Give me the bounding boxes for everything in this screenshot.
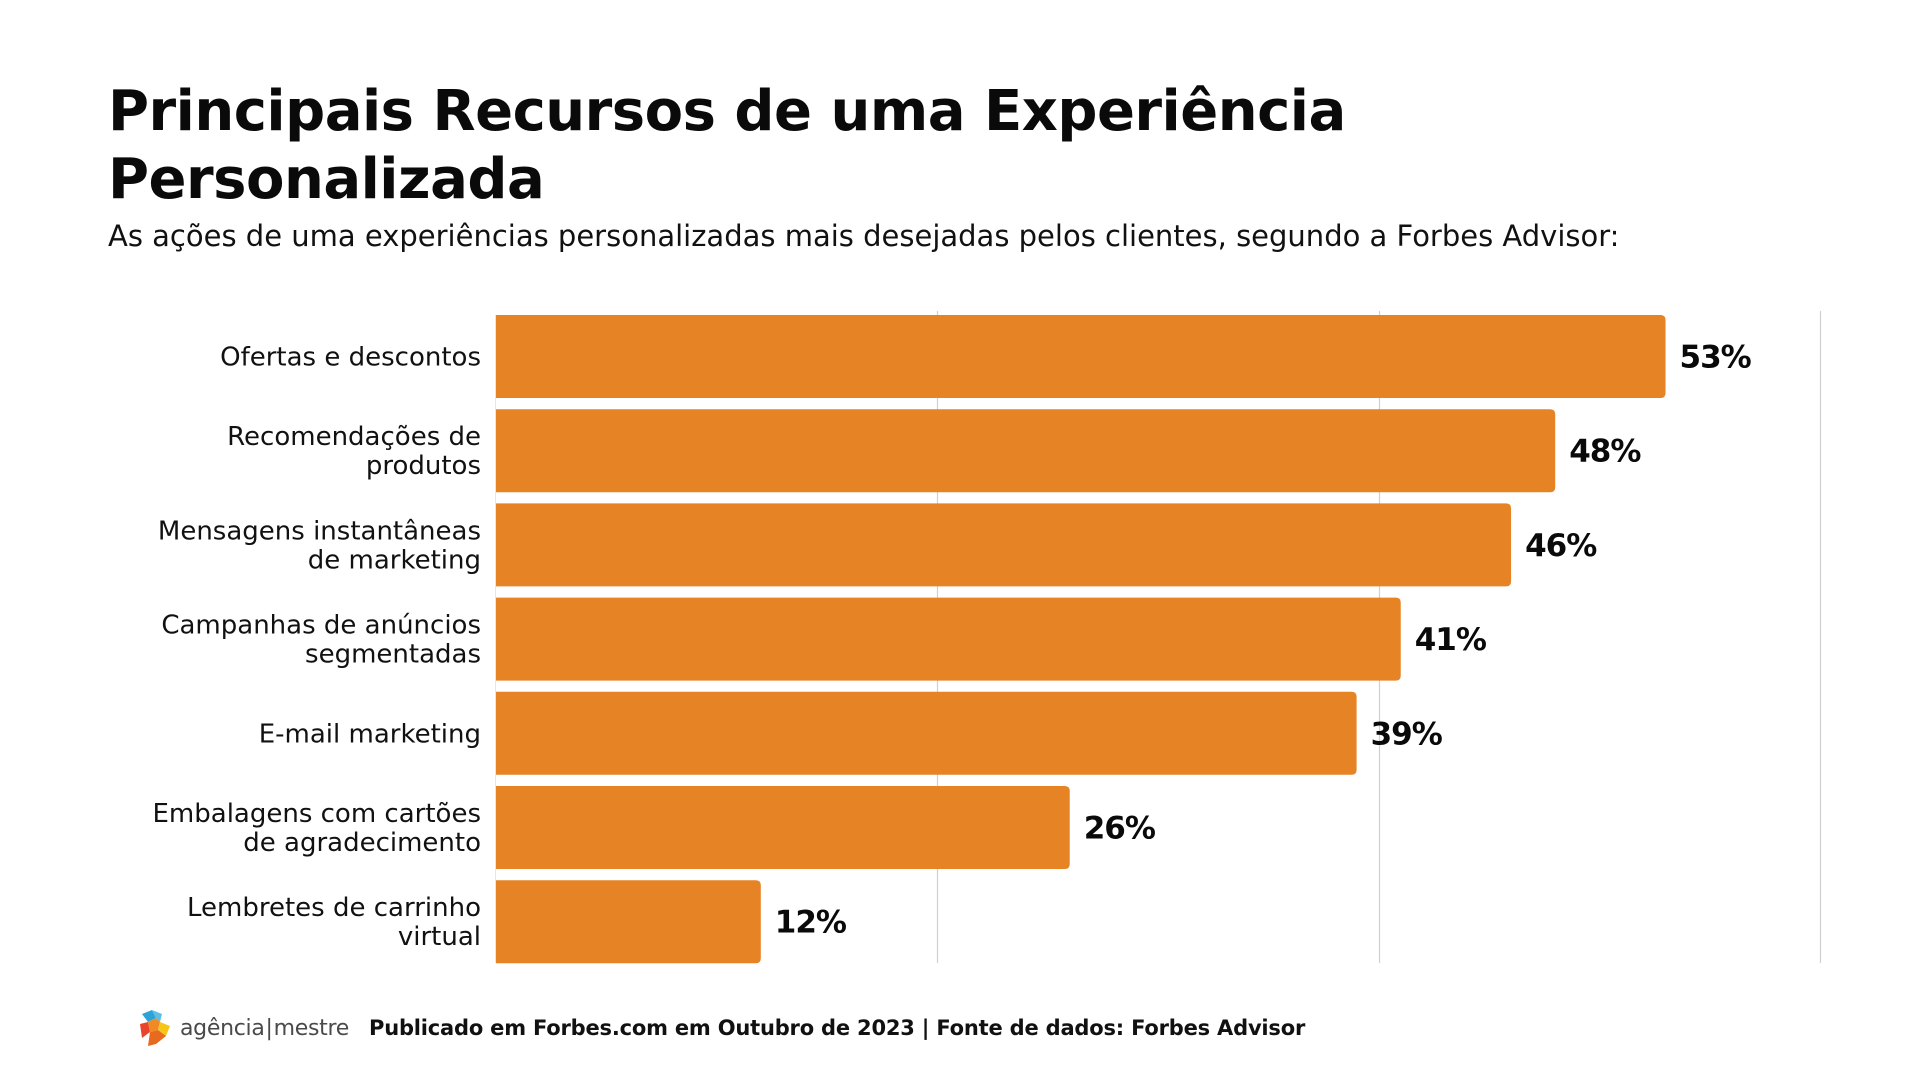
source-note: Publicado em Forbes.com em Outubro de 20… xyxy=(369,1016,1306,1040)
category-label-line: Lembretes de carrinho xyxy=(187,893,481,923)
bar xyxy=(496,597,1401,681)
bar xyxy=(496,880,761,964)
category-label-line: E-mail marketing xyxy=(259,719,481,749)
bars xyxy=(496,315,1666,964)
value-label: 26% xyxy=(1084,811,1156,847)
category-label-line: segmentadas xyxy=(305,640,481,670)
category-label: Mensagens instantâneas de marketing xyxy=(158,516,481,575)
category-label: Embalagens com cartões de agradecimento xyxy=(153,799,482,858)
bar xyxy=(496,786,1070,869)
value-label: 41% xyxy=(1415,622,1487,658)
footer: agência|mestre Publicado em Forbes.com e… xyxy=(138,1005,1305,1051)
agencia-mestre-logo: agência|mestre xyxy=(138,1008,349,1048)
chart-title: Principais Recursos de uma Experiência P… xyxy=(108,79,1346,212)
category-label: Ofertas e descontos xyxy=(220,343,481,373)
category-label: Recomendações de produtos xyxy=(227,422,481,481)
value-label: 53% xyxy=(1680,340,1752,376)
category-label: E-mail marketing xyxy=(259,719,481,749)
category-label-line: Mensagens instantâneas xyxy=(158,516,481,546)
value-label: 48% xyxy=(1569,434,1641,470)
logo-text: agência|mestre xyxy=(180,1016,349,1041)
logo-separator: | xyxy=(265,1015,273,1041)
bar xyxy=(496,503,1512,587)
value-label: 12% xyxy=(775,905,847,941)
category-label-line: de marketing xyxy=(308,545,481,575)
value-labels: 53% 48% 46% 41% 39% 26% 12% xyxy=(775,340,1753,941)
value-label: 39% xyxy=(1371,716,1443,752)
value-label: 46% xyxy=(1525,528,1597,564)
category-labels: Ofertas e descontos Recomendações de produ… xyxy=(153,343,482,953)
logo-text-agencia: agência xyxy=(180,1015,265,1041)
bar xyxy=(496,409,1556,493)
bar xyxy=(496,315,1666,398)
category-label-line: virtual xyxy=(398,922,481,952)
category-label-line: Campanhas de anúncios xyxy=(161,611,481,641)
bar xyxy=(496,691,1357,775)
category-label-line: produtos xyxy=(366,451,481,481)
category-label-line: Ofertas e descontos xyxy=(220,343,481,373)
logo-icon xyxy=(140,1010,170,1046)
logo-text-mestre: mestre xyxy=(273,1015,350,1041)
category-label-line: Embalagens com cartões xyxy=(153,799,482,829)
category-label-line: Recomendações de xyxy=(227,422,481,452)
category-label: Campanhas de anúncios segmentadas xyxy=(161,611,481,670)
category-label-line: de agradecimento xyxy=(243,828,481,858)
category-label: Lembretes de carrinho virtual xyxy=(187,893,481,952)
chart-subtitle: As ações de uma experiências personaliza… xyxy=(108,219,1620,253)
